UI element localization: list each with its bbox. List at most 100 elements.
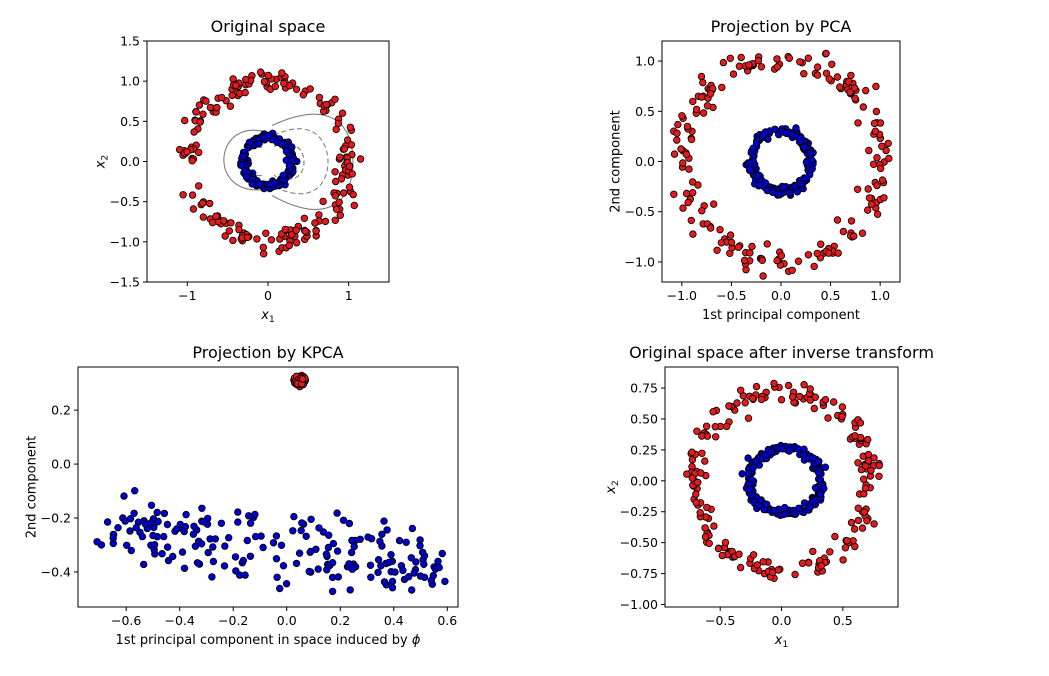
data-point: [703, 503, 711, 512]
data-point: [875, 472, 883, 480]
data-point: [684, 198, 692, 207]
data-point: [674, 120, 682, 129]
data-point: [867, 466, 875, 475]
data-point: [198, 199, 207, 207]
data-point: [682, 150, 691, 159]
data-point: [860, 508, 868, 516]
data-point: [180, 527, 188, 536]
data-point: [688, 448, 696, 456]
data-point: [858, 524, 867, 532]
y-axis-label: x2: [94, 155, 111, 169]
data-point: [688, 456, 697, 464]
data-point: [757, 395, 766, 404]
y-tick-label: −1.00: [620, 597, 658, 612]
data-point: [328, 559, 337, 567]
data-point: [785, 54, 793, 62]
data-point: [405, 573, 413, 581]
data-point: [289, 527, 297, 535]
data-point: [737, 386, 745, 394]
data-point: [699, 109, 708, 117]
data-point: [679, 159, 687, 167]
chart-pca: Projection by PCA −1.0 −0.5 0.0 0.5 1.0 −1.0 −0…: [609, 17, 901, 323]
data-point: [847, 217, 856, 225]
data-point: [670, 150, 679, 158]
data-point: [120, 492, 128, 500]
data-point: [726, 54, 734, 62]
x-axis-label: 1st principal component: [702, 308, 860, 323]
data-point: [873, 210, 882, 218]
data-point: [237, 161, 246, 170]
data-point: [714, 544, 723, 553]
data-point: [225, 227, 233, 235]
data-point: [878, 142, 886, 150]
data-point: [208, 573, 216, 581]
x-tick-label: −0.5: [705, 613, 735, 628]
data-point: [862, 86, 870, 95]
data-point: [377, 562, 385, 570]
x-tick-label: −0.5: [716, 288, 746, 303]
data-point: [345, 519, 354, 528]
data-point: [198, 504, 206, 512]
data-point: [178, 548, 187, 556]
data-point: [701, 524, 709, 532]
data-point: [130, 487, 139, 495]
x-tick-label: 0.6: [437, 613, 457, 628]
data-point: [813, 249, 821, 258]
data-point: [205, 199, 214, 208]
series-0: [670, 49, 893, 280]
data-point: [756, 181, 764, 189]
data-point: [821, 463, 830, 471]
data-point: [279, 171, 287, 179]
data-point: [747, 491, 755, 499]
data-point: [306, 85, 314, 93]
data-point: [260, 250, 268, 258]
data-point: [259, 243, 267, 252]
data-point: [698, 449, 706, 457]
data-point: [305, 567, 313, 576]
data-point: [260, 77, 269, 86]
data-point: [194, 182, 203, 190]
y-tick-label: −1.0: [110, 234, 140, 249]
x-tick-label: 0.0: [277, 613, 297, 628]
data-point: [315, 93, 324, 102]
data-point: [858, 229, 867, 237]
data-point: [383, 526, 391, 534]
chart-inverse: Original space after inverse transform −0…: [604, 343, 934, 650]
data-point: [821, 396, 830, 404]
data-point: [843, 537, 851, 545]
y-tick-label: 0.0: [635, 154, 655, 169]
data-point: [733, 399, 741, 407]
data-point: [752, 457, 760, 466]
data-point: [670, 190, 678, 198]
y-tick-label: −0.5: [110, 194, 140, 209]
x-axis-label: 1st principal component in space induced…: [116, 633, 421, 648]
data-point: [345, 560, 353, 568]
data-point: [778, 445, 787, 453]
data-point: [710, 200, 718, 208]
data-point: [687, 216, 695, 225]
data-point: [770, 506, 779, 515]
data-point: [873, 153, 881, 162]
contour-line: [273, 128, 329, 195]
data-point: [188, 157, 196, 165]
data-point: [763, 240, 771, 248]
data-point: [817, 240, 825, 248]
y-tick-label: 0.25: [630, 442, 658, 457]
data-point: [785, 447, 793, 455]
chart-title: Original space: [211, 17, 326, 36]
data-point: [301, 227, 309, 235]
data-point: [246, 519, 255, 527]
y-tick-label: −1.5: [110, 275, 140, 290]
data-point: [752, 382, 761, 391]
data-point: [239, 152, 247, 160]
data-point: [312, 227, 320, 235]
y-axis-label: 2nd component: [609, 110, 624, 212]
data-point: [190, 522, 198, 530]
data-point: [307, 515, 315, 523]
data-point: [395, 536, 404, 545]
data-point: [754, 56, 763, 65]
series-1: [93, 487, 449, 596]
data-point: [876, 119, 885, 127]
data-point: [325, 531, 333, 539]
data-point: [224, 534, 233, 542]
